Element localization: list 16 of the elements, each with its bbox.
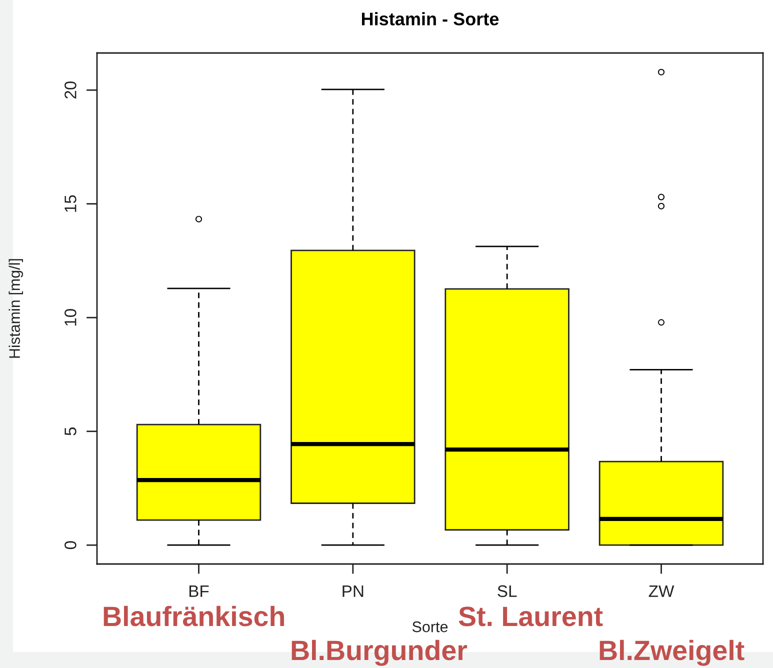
text: Bl.Zweigelt [600, 640, 744, 666]
y-axis-title: Histamin [mg/l] [8, 259, 23, 358]
x-axis-title: Sorte [412, 621, 448, 632]
x-tick-label: BF [189, 585, 209, 597]
x-tick-label: SL [498, 585, 517, 598]
x-tick-label: PN [342, 585, 364, 597]
y-tick-label: 5 [64, 427, 76, 436]
text: Bl.Burgunder [292, 640, 468, 666]
x-tick-label: ZW [648, 585, 674, 597]
text: St. Laurent [458, 606, 603, 626]
text: Blaufränkisch [104, 606, 284, 626]
y-tick-label: 15 [64, 195, 76, 212]
chart-title: Histamin - Sorte [362, 12, 499, 26]
y-tick-label: 10 [64, 308, 76, 326]
y-tick-label: 20 [64, 81, 76, 99]
y-tick-label: 0 [64, 541, 76, 550]
